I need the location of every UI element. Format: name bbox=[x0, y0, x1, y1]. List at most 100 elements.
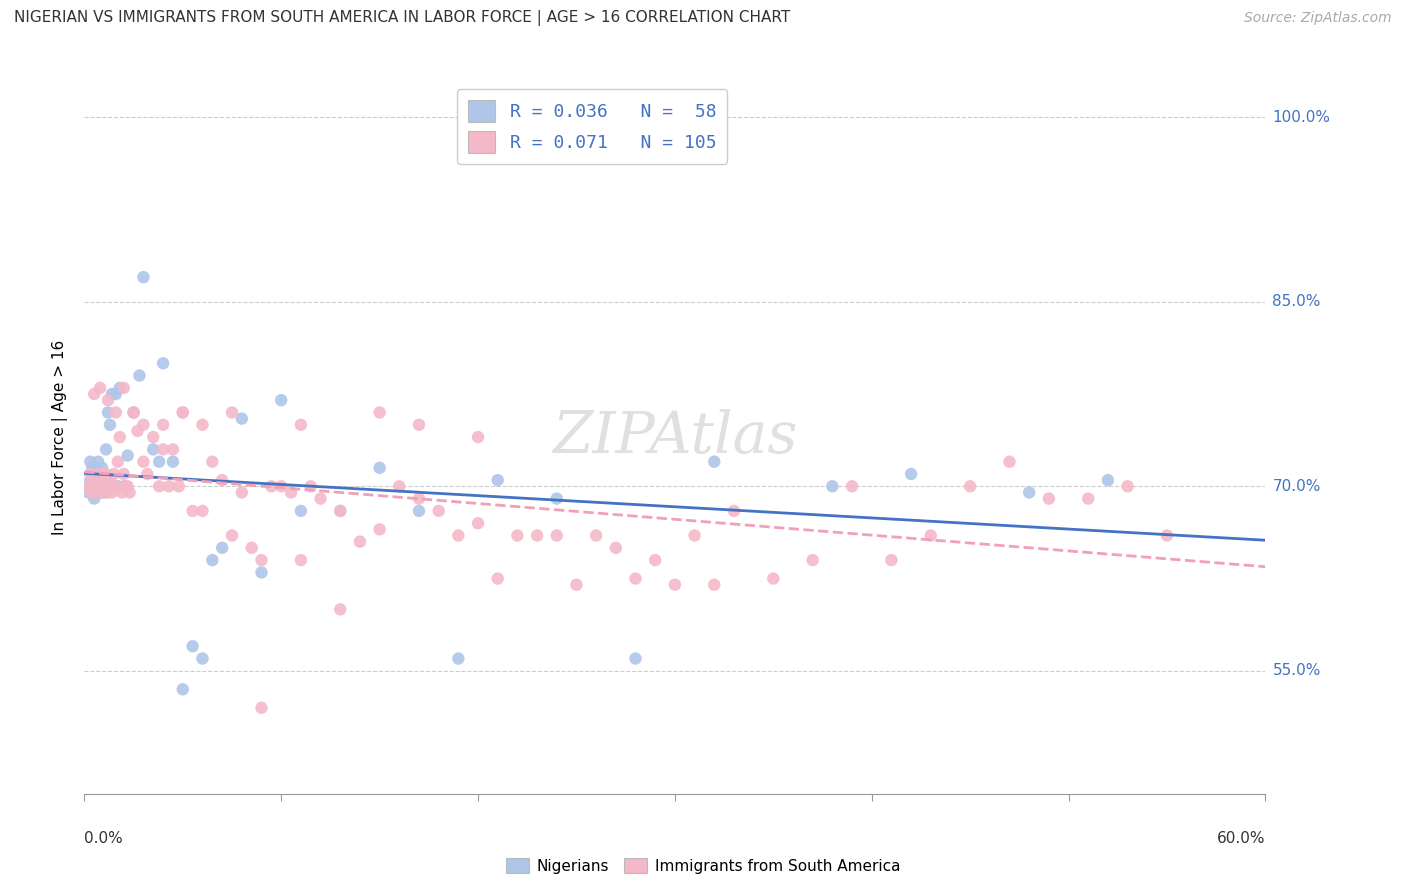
Point bbox=[101, 485, 124, 500]
Point bbox=[84, 485, 107, 500]
Point bbox=[148, 455, 170, 469]
Text: Source: ZipAtlas.com: Source: ZipAtlas.com bbox=[1244, 12, 1392, 25]
Point bbox=[91, 467, 114, 481]
Point bbox=[467, 430, 489, 444]
Point bbox=[1156, 528, 1178, 542]
Point bbox=[841, 479, 863, 493]
Point bbox=[82, 485, 104, 500]
Point bbox=[546, 528, 568, 542]
Point bbox=[118, 485, 141, 500]
Point bbox=[447, 651, 470, 665]
Point bbox=[152, 442, 174, 457]
Text: ZIPAtlas: ZIPAtlas bbox=[553, 409, 797, 466]
Point bbox=[309, 491, 332, 506]
Point bbox=[122, 405, 145, 419]
Point bbox=[132, 417, 155, 432]
Point bbox=[89, 485, 111, 500]
Point bbox=[250, 566, 273, 580]
Point bbox=[107, 479, 129, 493]
Point bbox=[181, 639, 204, 653]
Point bbox=[93, 485, 115, 500]
Point bbox=[172, 405, 194, 419]
Point bbox=[486, 473, 509, 487]
Point bbox=[329, 504, 352, 518]
Point bbox=[349, 534, 371, 549]
Point bbox=[467, 516, 489, 531]
Point bbox=[368, 522, 391, 536]
Point bbox=[136, 467, 159, 481]
Text: NIGERIAN VS IMMIGRANTS FROM SOUTH AMERICA IN LABOR FORCE | AGE > 16 CORRELATION : NIGERIAN VS IMMIGRANTS FROM SOUTH AMERIC… bbox=[14, 11, 790, 26]
Point bbox=[84, 479, 107, 493]
Point bbox=[93, 479, 115, 493]
Point bbox=[703, 455, 725, 469]
Point bbox=[605, 541, 627, 555]
Text: 55.0%: 55.0% bbox=[1272, 664, 1320, 678]
Point bbox=[98, 473, 121, 487]
Point bbox=[290, 504, 312, 518]
Point bbox=[89, 467, 111, 481]
Point bbox=[97, 405, 120, 419]
Point bbox=[250, 553, 273, 567]
Point bbox=[94, 467, 117, 481]
Y-axis label: In Labor Force | Age > 16: In Labor Force | Age > 16 bbox=[52, 340, 69, 534]
Text: 70.0%: 70.0% bbox=[1272, 479, 1320, 494]
Point bbox=[172, 682, 194, 697]
Point bbox=[94, 479, 117, 493]
Point bbox=[83, 479, 105, 493]
Point bbox=[683, 528, 706, 542]
Point bbox=[87, 473, 110, 487]
Point bbox=[91, 479, 114, 493]
Point bbox=[762, 572, 785, 586]
Point bbox=[87, 467, 110, 481]
Point bbox=[191, 504, 214, 518]
Point bbox=[506, 528, 529, 542]
Point bbox=[172, 405, 194, 419]
Point bbox=[98, 417, 121, 432]
Point bbox=[526, 528, 548, 542]
Point bbox=[111, 485, 134, 500]
Point bbox=[84, 460, 107, 475]
Point bbox=[103, 479, 125, 493]
Point bbox=[201, 553, 224, 567]
Point bbox=[211, 541, 233, 555]
Point bbox=[998, 455, 1021, 469]
Point bbox=[644, 553, 666, 567]
Text: 60.0%: 60.0% bbox=[1218, 831, 1265, 846]
Point bbox=[368, 460, 391, 475]
Point bbox=[270, 393, 292, 408]
Point bbox=[148, 479, 170, 493]
Point bbox=[84, 473, 107, 487]
Point bbox=[1077, 491, 1099, 506]
Point bbox=[211, 473, 233, 487]
Text: 85.0%: 85.0% bbox=[1272, 294, 1320, 310]
Point bbox=[565, 578, 588, 592]
Point bbox=[87, 455, 110, 469]
Point bbox=[368, 405, 391, 419]
Point bbox=[104, 387, 127, 401]
Point bbox=[89, 479, 111, 493]
Point bbox=[959, 479, 981, 493]
Point bbox=[1018, 485, 1040, 500]
Point bbox=[117, 449, 139, 463]
Point bbox=[132, 270, 155, 285]
Point bbox=[122, 405, 145, 419]
Point bbox=[221, 528, 243, 542]
Point bbox=[93, 479, 115, 493]
Point bbox=[191, 651, 214, 665]
Point bbox=[108, 381, 131, 395]
Legend: Nigerians, Immigrants from South America: Nigerians, Immigrants from South America bbox=[499, 852, 907, 880]
Point bbox=[231, 485, 253, 500]
Point bbox=[152, 417, 174, 432]
Point bbox=[201, 455, 224, 469]
Point bbox=[142, 442, 165, 457]
Point bbox=[97, 485, 120, 500]
Point bbox=[231, 411, 253, 425]
Point bbox=[290, 553, 312, 567]
Point bbox=[329, 504, 352, 518]
Point bbox=[900, 467, 922, 481]
Point bbox=[221, 405, 243, 419]
Point bbox=[408, 417, 430, 432]
Point bbox=[191, 417, 214, 432]
Point bbox=[821, 479, 844, 493]
Point bbox=[79, 473, 101, 487]
